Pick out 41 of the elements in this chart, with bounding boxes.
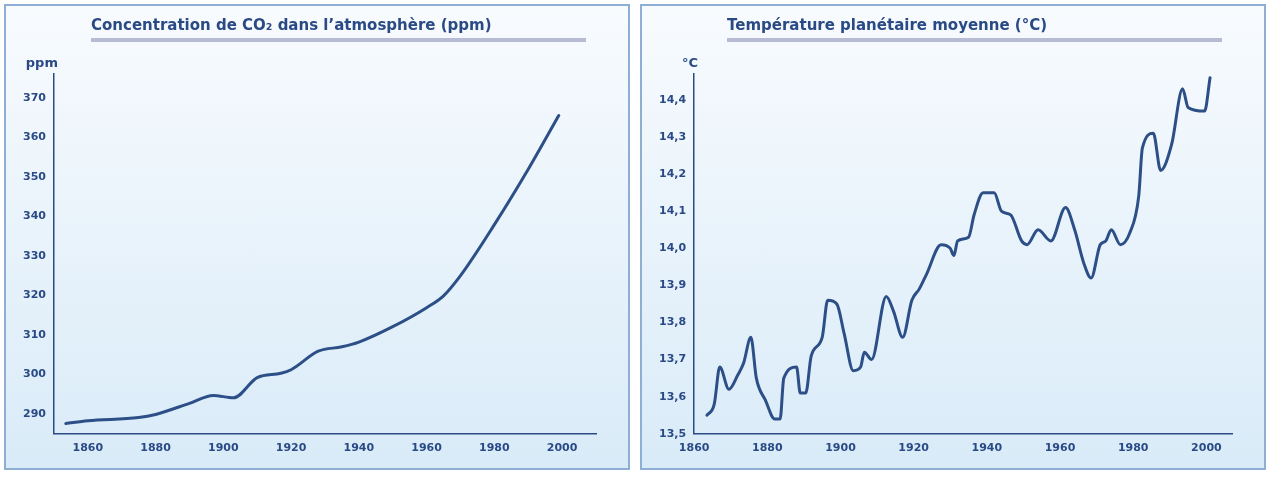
y-tick-label: 340 xyxy=(22,209,47,223)
y-tick-label: 14,4 xyxy=(659,92,687,106)
y-axis-title: °C xyxy=(682,54,699,70)
y-tick-label: 13,8 xyxy=(659,315,687,329)
y-tick-label: 14,3 xyxy=(659,129,687,143)
y-tick-label: 14,0 xyxy=(659,241,687,255)
x-tick-label: 2000 xyxy=(546,441,578,455)
line-series xyxy=(64,114,561,426)
y-tick-label: 290 xyxy=(22,406,47,420)
x-tick-label: 1920 xyxy=(898,441,930,455)
y-tick-label: 350 xyxy=(22,169,47,183)
y-tick-label: 13,9 xyxy=(659,278,687,292)
chart-title: Température planétaire moyenne (°C) xyxy=(727,16,1222,42)
y-tick-label: 13,7 xyxy=(659,352,687,366)
y-tick-label: 360 xyxy=(22,130,47,144)
x-tick-label: 1880 xyxy=(140,441,172,455)
x-tick-label: 2000 xyxy=(1191,441,1223,455)
x-tick-label: 1880 xyxy=(752,441,783,455)
x-tick-label: 1960 xyxy=(1044,441,1076,455)
x-tick-label: 1960 xyxy=(411,441,443,455)
x-tick-label: 1980 xyxy=(1117,441,1149,455)
y-tick-label: 310 xyxy=(22,327,47,341)
x-tick-label: 1980 xyxy=(479,441,511,455)
x-tick-label: 1920 xyxy=(275,441,307,455)
y-tick-label: 320 xyxy=(22,288,47,302)
x-tick-label: 1940 xyxy=(343,441,375,455)
y-tick-label: 300 xyxy=(22,367,47,381)
y-tick-label: 370 xyxy=(22,90,47,104)
line-series xyxy=(705,76,1212,421)
y-axis-title: ppm xyxy=(25,54,58,70)
x-tick-label: 1900 xyxy=(208,441,239,455)
chart-title: Concentration de CO₂ dans l’atmosphère (ppm) xyxy=(91,16,586,42)
x-tick-label: 1860 xyxy=(72,441,104,455)
x-tick-label: 1940 xyxy=(971,441,1003,455)
x-tick-label: 1860 xyxy=(678,441,710,455)
y-tick-label: 14,2 xyxy=(659,167,687,181)
y-tick-label: 14,1 xyxy=(659,204,687,218)
x-tick-label: 1900 xyxy=(825,441,857,455)
y-tick-label: 13,5 xyxy=(659,426,687,440)
y-tick-label: 330 xyxy=(22,248,47,262)
y-tick-label: 13,6 xyxy=(659,389,687,403)
